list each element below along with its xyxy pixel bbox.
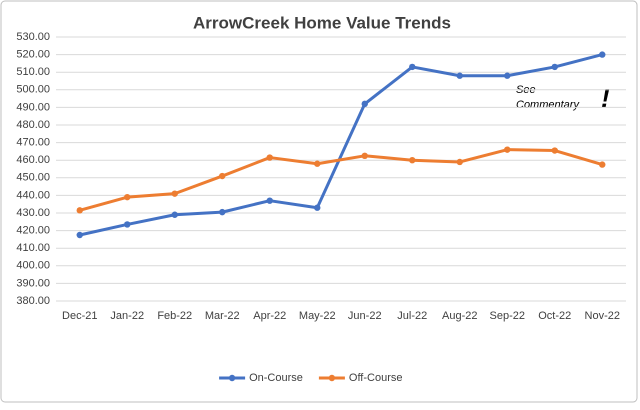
y-tick-label: 460.00 [16, 154, 50, 166]
y-tick-label: 510.00 [16, 66, 50, 78]
legend-label: Off-Course [349, 372, 403, 384]
series-line [79, 148, 603, 212]
point [171, 211, 178, 218]
y-tick-label: 470.00 [16, 137, 50, 149]
x-tick-label: Sep-22 [490, 310, 525, 322]
point [124, 221, 131, 228]
x-tick-label: Dec-21 [62, 310, 97, 322]
y-tick-label: 400.00 [16, 260, 50, 272]
point [124, 193, 131, 201]
legend-marker [328, 374, 336, 382]
y-tick-label: 380.00 [16, 295, 50, 307]
y-tick-label: 520.00 [16, 49, 50, 61]
legend-label: On-Course [249, 372, 303, 384]
point [219, 208, 226, 216]
point [266, 154, 273, 161]
point [504, 72, 511, 79]
point [314, 160, 321, 167]
y-tick-label: 410.00 [16, 242, 50, 254]
annotation-line: Commentary [516, 99, 580, 111]
point [266, 197, 273, 204]
point [361, 152, 368, 159]
point [599, 161, 606, 168]
x-tick-label: Aug-22 [442, 310, 477, 322]
point [76, 207, 83, 214]
chart-title: ArrowCreek Home Value Trends [193, 13, 451, 32]
x-tick-label: Nov-22 [585, 310, 620, 322]
y-tick-label: 490.00 [16, 101, 50, 113]
x-tick-label: Mar-22 [205, 310, 240, 322]
y-tick-label: 390.00 [16, 277, 50, 289]
y-tick-label: 440.00 [16, 189, 50, 201]
point [314, 204, 321, 211]
point [76, 231, 83, 239]
point [171, 190, 178, 197]
point [456, 72, 463, 79]
legend-marker [228, 374, 236, 382]
point [456, 158, 463, 166]
x-tick-label: Feb-22 [157, 310, 192, 322]
x-tick-label: May-22 [299, 310, 336, 322]
y-tick-label: 480.00 [16, 119, 50, 131]
point [599, 51, 606, 58]
y-tick-label: 530.00 [16, 31, 50, 43]
x-tick-label: Oct-22 [538, 310, 571, 322]
point [361, 100, 368, 108]
point [219, 172, 226, 180]
point [409, 157, 416, 164]
y-tick-label: 450.00 [16, 172, 50, 184]
x-tick-label: Apr-22 [253, 310, 286, 322]
x-tick-label: Jan-22 [110, 310, 144, 322]
y-tick-label: 430.00 [16, 207, 50, 219]
x-tick-label: Jul-22 [397, 310, 427, 322]
x-tick-label: Jun-22 [348, 310, 382, 322]
y-tick-label: 500.00 [16, 84, 50, 96]
point [504, 146, 511, 153]
point [409, 63, 416, 71]
y-tick-label: 420.00 [16, 225, 50, 237]
series-line [79, 53, 603, 237]
point [551, 147, 558, 154]
point [551, 63, 558, 71]
annotation-mark: ! [601, 83, 610, 113]
